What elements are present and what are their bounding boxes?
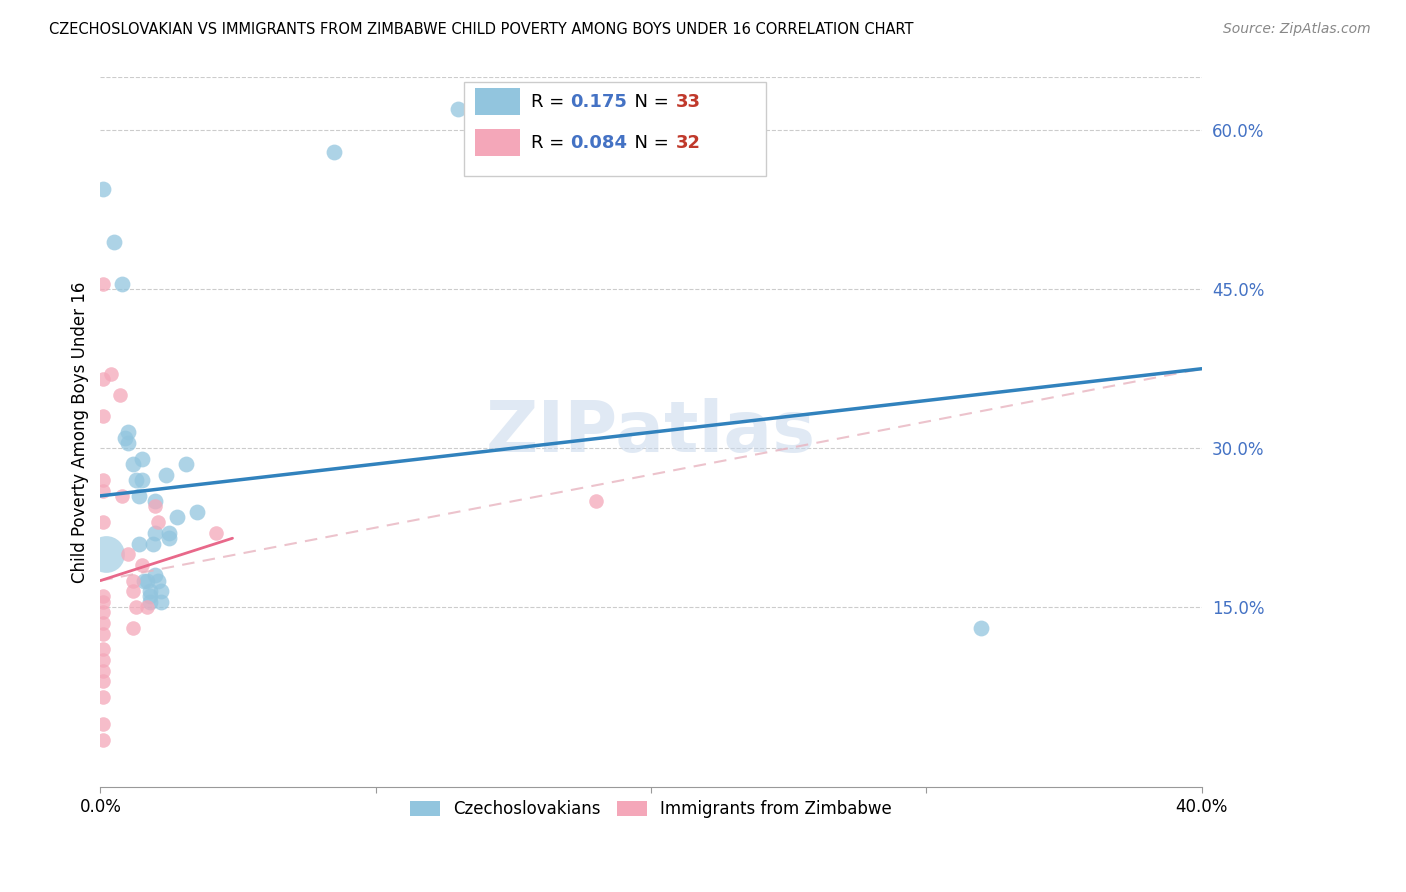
Point <box>91 483 114 498</box>
Point <box>111 277 134 291</box>
Point <box>585 494 607 508</box>
Point <box>117 425 139 440</box>
Legend: Czechoslovakians, Immigrants from Zimbabwe: Czechoslovakians, Immigrants from Zimbab… <box>404 794 898 825</box>
Text: Source: ZipAtlas.com: Source: ZipAtlas.com <box>1223 22 1371 37</box>
Point <box>91 516 114 530</box>
Point <box>111 489 134 503</box>
Point <box>128 489 150 503</box>
Point <box>146 516 169 530</box>
Point <box>91 606 114 620</box>
Point <box>166 510 188 524</box>
Point <box>131 558 153 572</box>
Point <box>91 653 114 667</box>
Point <box>91 473 114 487</box>
Point <box>131 451 153 466</box>
Text: N =: N = <box>623 134 673 152</box>
Text: CZECHOSLOVAKIAN VS IMMIGRANTS FROM ZIMBABWE CHILD POVERTY AMONG BOYS UNDER 16 CO: CZECHOSLOVAKIAN VS IMMIGRANTS FROM ZIMBA… <box>49 22 914 37</box>
Point <box>145 494 167 508</box>
Point <box>131 473 153 487</box>
Point <box>155 467 177 482</box>
Point <box>139 590 162 604</box>
Point <box>94 547 117 561</box>
Point <box>128 536 150 550</box>
Point <box>91 732 114 747</box>
Point <box>91 372 114 386</box>
Point <box>117 547 139 561</box>
Point <box>100 367 122 381</box>
Point <box>186 505 208 519</box>
Point <box>91 595 114 609</box>
Point <box>139 595 162 609</box>
Text: 33: 33 <box>676 93 702 111</box>
Point <box>205 525 228 540</box>
Point <box>447 102 470 116</box>
Point <box>174 457 197 471</box>
Point <box>145 568 167 582</box>
Text: 32: 32 <box>676 134 702 152</box>
Point <box>157 525 180 540</box>
Point <box>136 600 159 615</box>
Point <box>91 590 114 604</box>
Text: 0.084: 0.084 <box>571 134 627 152</box>
Point <box>108 388 131 402</box>
Point <box>146 574 169 588</box>
Point <box>145 500 167 514</box>
Point <box>91 615 114 630</box>
Point <box>122 457 145 471</box>
Point <box>134 574 156 588</box>
Point <box>149 584 172 599</box>
Y-axis label: Child Poverty Among Boys Under 16: Child Poverty Among Boys Under 16 <box>72 282 89 583</box>
Point <box>122 621 145 635</box>
Point <box>125 473 148 487</box>
Text: ZIPatlas: ZIPatlas <box>486 398 815 467</box>
Point <box>91 716 114 731</box>
Point <box>91 642 114 657</box>
Text: R =: R = <box>531 93 571 111</box>
Point <box>91 626 114 640</box>
Point <box>91 409 114 424</box>
Point <box>103 235 125 249</box>
Text: R =: R = <box>531 134 571 152</box>
Point <box>323 145 346 159</box>
Point <box>142 536 165 550</box>
Point <box>122 574 145 588</box>
Point <box>136 574 159 588</box>
Point <box>157 531 180 545</box>
Point <box>91 674 114 689</box>
Point <box>91 277 114 291</box>
Point <box>139 584 162 599</box>
Point <box>125 600 148 615</box>
Point <box>117 436 139 450</box>
Text: 0.175: 0.175 <box>571 93 627 111</box>
Point <box>149 595 172 609</box>
Point <box>91 690 114 705</box>
Point <box>91 182 114 196</box>
Text: N =: N = <box>623 93 673 111</box>
Point <box>970 621 993 635</box>
Point <box>145 525 167 540</box>
Point <box>122 584 145 599</box>
Point <box>91 664 114 678</box>
Point <box>114 431 136 445</box>
